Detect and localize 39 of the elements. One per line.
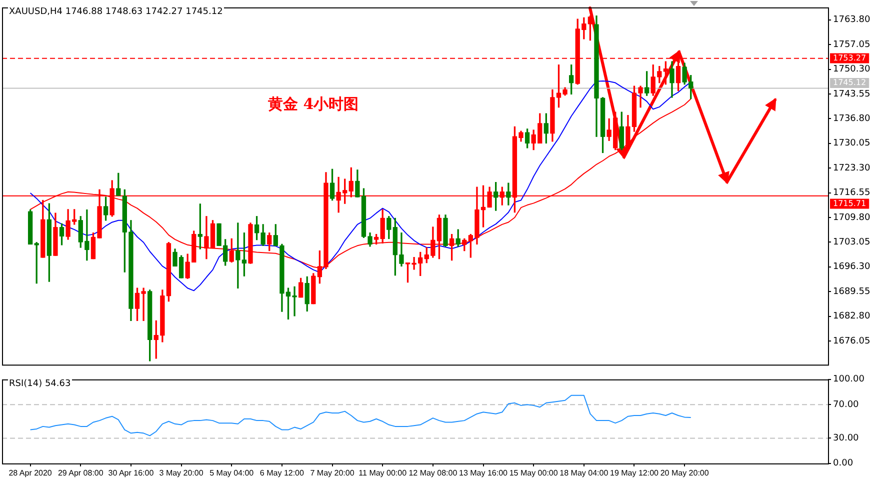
y-tick-label: 1743.55 <box>833 89 870 100</box>
x-tick-label: 6 May 12:00 <box>260 468 305 478</box>
y-tick-label: 1682.80 <box>833 312 870 322</box>
x-tick-label: 20 May 20:00 <box>660 468 710 478</box>
y-tick-label: 1730.05 <box>833 138 870 149</box>
chart-title: RSI(14) 54.63 <box>8 379 72 389</box>
y-tick-label: 30.00 <box>833 434 860 444</box>
y-tick-label: 0.00 <box>833 458 854 469</box>
ref-line-label: 1753.27 <box>833 53 866 62</box>
x-tick-label: 12 May 08:00 <box>408 468 458 478</box>
y-tick-label: 1757.05 <box>833 40 870 50</box>
y-tick-label: 100.00 <box>833 374 865 385</box>
x-tick-label: 11 May 00:00 <box>358 468 408 478</box>
y-tick-label: 1709.80 <box>833 212 870 223</box>
x-tick-label: 7 May 20:00 <box>310 468 355 478</box>
y-tick-label: 1763.80 <box>833 15 870 26</box>
y-tick-label: 1723.30 <box>833 163 870 174</box>
x-tick-label: 19 May 12:00 <box>610 468 660 478</box>
x-tick-label: 18 May 04:00 <box>560 468 609 478</box>
y-tick-label: 1750.30 <box>833 64 870 75</box>
x-tick-label: 28 Apr 2020 <box>8 468 52 478</box>
y-tick-label: 1736.80 <box>833 114 870 124</box>
x-tick-label: 29 Apr 08:00 <box>58 468 104 478</box>
x-tick-label: 13 May 16:00 <box>459 468 508 478</box>
ref-line-label: 1745.12 <box>833 78 866 88</box>
y-tick-label: 1716.55 <box>833 188 870 198</box>
y-tick-label: 1696.30 <box>833 262 870 272</box>
x-tick-label: 30 Apr 16:00 <box>108 468 154 478</box>
y-tick-label: 1689.55 <box>833 286 870 297</box>
x-tick-label: 15 May 00:00 <box>509 468 558 478</box>
x-tick-label: 3 May 20:00 <box>159 468 204 478</box>
annotation: 黄金 4小时图 <box>268 95 359 114</box>
y-tick-label: 1676.05 <box>833 336 870 346</box>
ref-line-label: 1715.71 <box>833 198 866 208</box>
chart-title: XAUUSD,H4 1746.88 1748.63 1742.27 1745.12 <box>8 7 224 17</box>
x-tick-label: 5 May 04:00 <box>210 468 254 478</box>
y-tick-label: 1703.05 <box>833 238 870 248</box>
y-tick-label: 70.00 <box>833 400 860 410</box>
candlestick <box>506 182 511 206</box>
